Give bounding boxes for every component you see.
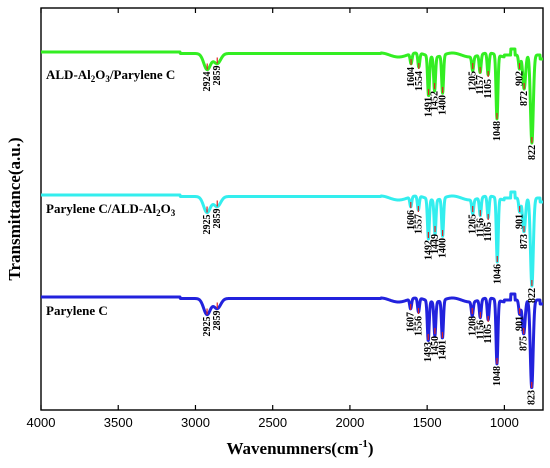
peak-label: 1452 <box>430 91 441 111</box>
peak-label: 1450 <box>430 336 441 356</box>
series-label-text: /Parylene C <box>109 67 175 82</box>
peak-label: 1556 <box>414 316 425 336</box>
x-axis-title: Wavenumners(cm-1) <box>226 438 373 458</box>
peak-label: 2859 <box>212 311 223 331</box>
peak-label: 1491 <box>424 97 435 117</box>
x-tick-label: 3500 <box>104 415 133 430</box>
peak-label: 1606 <box>406 210 417 230</box>
series-label-text: O <box>161 201 171 216</box>
y-axis-title: Transmittance(a.u.) <box>5 137 24 280</box>
peak-label: 1400 <box>438 95 449 115</box>
peak-label: 1208 <box>467 316 478 336</box>
series-label: ALD-Al2O3/Parylene C <box>46 67 175 84</box>
peak-label: 1604 <box>406 67 417 87</box>
plot-frame <box>40 7 544 411</box>
peak-label: 901 <box>515 214 526 229</box>
x-tick-label: 4000 <box>27 415 56 430</box>
peak-label: 902 <box>515 71 526 86</box>
peak-label: 872 <box>519 91 530 106</box>
peak-label: 1401 <box>437 340 448 360</box>
x-tick-label: 2500 <box>258 415 287 430</box>
peak-label: 1493 <box>423 342 434 362</box>
peak-label: 1105 <box>483 222 494 241</box>
series-label-text: O <box>95 67 105 82</box>
peak-label: 1205 <box>468 214 479 234</box>
peak-label: 2925 <box>202 215 213 235</box>
peak-label: 1557 <box>413 214 424 234</box>
peak-label: 2859 <box>212 209 223 229</box>
peak-label: 1157 <box>475 75 486 94</box>
peak-label: 2859 <box>212 66 223 86</box>
series-line <box>39 190 545 288</box>
peak-label: 1607 <box>406 312 417 332</box>
series-label-text: Parylene C <box>46 303 108 318</box>
series-label-text: Parylene C/ALD-Al <box>46 201 157 216</box>
peak-label: 823 <box>527 390 538 405</box>
peak-label: 1046 <box>492 264 503 284</box>
peak-label: 822 <box>527 145 538 160</box>
peak-label: 1554 <box>414 71 425 91</box>
peak-label: 1449 <box>430 234 441 254</box>
peak-label: 873 <box>519 234 530 249</box>
series-label-sub: 3 <box>171 208 176 218</box>
series-label: Parylene C <box>46 303 108 318</box>
series-layer <box>39 47 545 389</box>
peak-label: 1105 <box>483 79 494 98</box>
peak-label: 1156 <box>475 218 486 237</box>
series-label-sub: 3 <box>105 74 110 84</box>
series-label-text: ALD-Al <box>46 67 91 82</box>
x-tick-label: 3000 <box>181 415 210 430</box>
x-tick-label: 1500 <box>413 415 442 430</box>
peak-label: 1048 <box>492 121 503 141</box>
series-label-sub: 2 <box>156 208 161 218</box>
series-line <box>39 292 545 389</box>
peak-label: 1400 <box>438 238 449 258</box>
x-axis: 4000 3500 3000 2500 2000 1500 1000 <box>27 8 519 430</box>
series-label-sub: 2 <box>91 74 96 84</box>
peak-label: 2924 <box>202 72 213 92</box>
peak-label: 1048 <box>492 366 503 386</box>
series-label: Parylene C/ALD-Al2O3 <box>46 201 176 218</box>
x-axis-title-sup: -1 <box>359 438 368 450</box>
x-tick-label: 1000 <box>490 415 519 430</box>
peak-label: 1205 <box>468 71 479 91</box>
peak-label: 1492 <box>423 240 434 260</box>
peak-label: 2925 <box>202 317 213 337</box>
x-axis-title-main: Wavenumners(cm <box>226 439 358 458</box>
peak-label: 822 <box>527 288 538 303</box>
peak-label: 875 <box>519 336 530 351</box>
x-tick-label: 2000 <box>335 415 364 430</box>
peak-label: 1156 <box>475 320 486 339</box>
x-axis-title-end: ) <box>368 439 374 458</box>
peak-label: 901 <box>515 316 526 331</box>
peak-label: 1105 <box>483 324 494 343</box>
peak-layer: 2924 2859 16041554149114521400120511571105… <box>202 57 538 405</box>
series-line <box>39 47 545 145</box>
